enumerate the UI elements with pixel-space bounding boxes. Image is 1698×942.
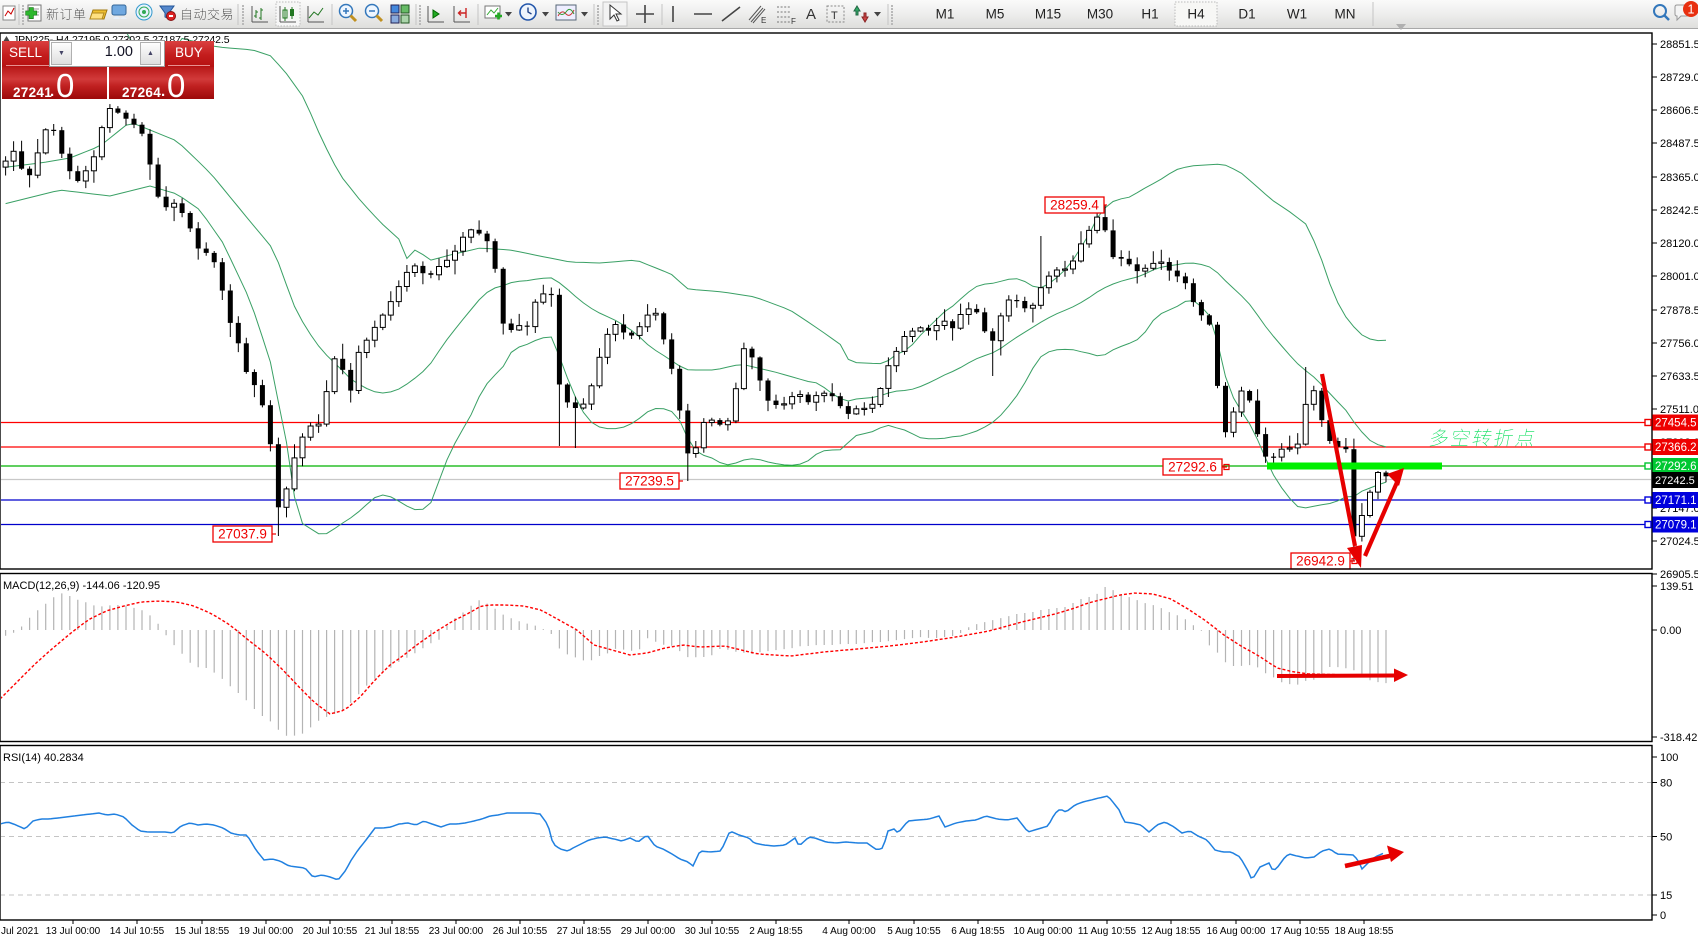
svg-text:RSI(14) 40.2834: RSI(14) 40.2834 (3, 752, 84, 764)
svg-text:27024.5: 27024.5 (1660, 536, 1698, 548)
svg-text:27511.0: 27511.0 (1660, 404, 1698, 416)
svg-text:28120.0: 28120.0 (1660, 238, 1698, 250)
svg-text:17 Aug 10:55: 17 Aug 10:55 (1271, 926, 1330, 937)
svg-text:27079.1: 27079.1 (1655, 520, 1697, 532)
svg-text:20 Jul 10:55: 20 Jul 10:55 (303, 926, 358, 937)
svg-text:26 Jul 10:55: 26 Jul 10:55 (493, 926, 548, 937)
svg-text:5 Aug 10:55: 5 Aug 10:55 (887, 926, 941, 937)
svg-text:50: 50 (1660, 832, 1672, 844)
svg-text:M15: M15 (1035, 7, 1061, 22)
svg-text:11 Aug 10:55: 11 Aug 10:55 (1078, 926, 1137, 937)
svg-text:27239.5: 27239.5 (625, 474, 674, 489)
svg-text:27756.0: 27756.0 (1660, 338, 1698, 350)
svg-text:27292.6: 27292.6 (1655, 461, 1697, 473)
svg-text:A: A (806, 6, 816, 23)
svg-text:80: 80 (1660, 778, 1672, 790)
svg-text:26905.5: 26905.5 (1660, 569, 1698, 581)
svg-text:28851.5: 28851.5 (1660, 39, 1698, 51)
svg-text:15: 15 (1660, 890, 1672, 902)
svg-text:28606.5: 28606.5 (1660, 105, 1698, 117)
svg-text:28729.0: 28729.0 (1660, 72, 1698, 84)
svg-text:F: F (791, 17, 796, 26)
svg-text:14 Jul 10:55: 14 Jul 10:55 (110, 926, 165, 937)
svg-text:13 Jul 00:00: 13 Jul 00:00 (46, 926, 101, 937)
svg-text:-318.42: -318.42 (1660, 732, 1697, 744)
svg-text:M30: M30 (1087, 7, 1113, 22)
svg-text:27292.6: 27292.6 (1168, 460, 1217, 475)
svg-text:H4: H4 (1187, 7, 1205, 22)
svg-text:100: 100 (1660, 752, 1678, 764)
svg-text:27037.9: 27037.9 (218, 527, 267, 542)
svg-text:23 Jul 00:00: 23 Jul 00:00 (429, 926, 484, 937)
svg-text:27878.5: 27878.5 (1660, 305, 1698, 317)
svg-text:Jul 2021: Jul 2021 (1, 926, 39, 937)
svg-text:28259.4: 28259.4 (1050, 198, 1099, 213)
svg-text:16 Aug 00:00: 16 Aug 00:00 (1207, 926, 1266, 937)
svg-text:21 Jul 18:55: 21 Jul 18:55 (365, 926, 420, 937)
svg-text:T: T (831, 10, 838, 22)
svg-text:27242.5: 27242.5 (1655, 475, 1695, 487)
svg-text:MN: MN (1335, 7, 1356, 22)
svg-text:28487.5: 28487.5 (1660, 138, 1698, 150)
svg-text:10 Aug 00:00: 10 Aug 00:00 (1014, 926, 1073, 937)
svg-text:15 Jul 18:55: 15 Jul 18:55 (175, 926, 230, 937)
svg-text:0.00: 0.00 (1660, 625, 1681, 637)
svg-text:29 Jul 00:00: 29 Jul 00:00 (621, 926, 676, 937)
svg-text:MACD(12,26,9) -144.06 -120.95: MACD(12,26,9) -144.06 -120.95 (3, 580, 160, 592)
svg-text:0: 0 (1660, 910, 1666, 922)
svg-text:H1: H1 (1141, 7, 1158, 22)
svg-text:2 Aug 18:55: 2 Aug 18:55 (749, 926, 803, 937)
svg-text:12 Aug 18:55: 12 Aug 18:55 (1142, 926, 1201, 937)
svg-text:D1: D1 (1238, 7, 1255, 22)
svg-text:28001.0: 28001.0 (1660, 271, 1698, 283)
svg-text:28365.0: 28365.0 (1660, 172, 1698, 184)
svg-text:27171.1: 27171.1 (1655, 495, 1697, 507)
svg-text:4 Aug 00:00: 4 Aug 00:00 (822, 926, 876, 937)
svg-text:27633.5: 27633.5 (1660, 371, 1698, 383)
svg-text:27 Jul 18:55: 27 Jul 18:55 (557, 926, 612, 937)
svg-text:27366.2: 27366.2 (1655, 442, 1697, 454)
svg-text:27454.5: 27454.5 (1655, 418, 1697, 430)
svg-text:30 Jul 10:55: 30 Jul 10:55 (685, 926, 740, 937)
svg-text:M5: M5 (986, 7, 1005, 22)
svg-text:6 Aug 18:55: 6 Aug 18:55 (951, 926, 1005, 937)
svg-text:28242.5: 28242.5 (1660, 205, 1698, 217)
svg-text:W1: W1 (1287, 7, 1307, 22)
svg-text:E: E (761, 16, 766, 25)
svg-text:M1: M1 (936, 7, 955, 22)
svg-text:1: 1 (1688, 3, 1695, 17)
svg-text:139.51: 139.51 (1660, 581, 1694, 593)
svg-text:18 Aug 18:55: 18 Aug 18:55 (1335, 926, 1394, 937)
svg-text:19 Jul 00:00: 19 Jul 00:00 (239, 926, 294, 937)
svg-text:26942.9: 26942.9 (1296, 554, 1345, 569)
